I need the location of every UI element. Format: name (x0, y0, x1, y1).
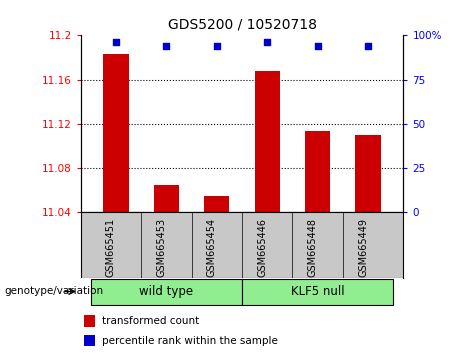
Point (364, 43, 372, 49)
Title: GDS5200 / 10520718: GDS5200 / 10520718 (167, 17, 317, 32)
Bar (242, 279, 393, 305)
Text: transformed count: transformed count (101, 316, 199, 326)
Text: GSM665446: GSM665446 (257, 218, 267, 276)
Text: wild type: wild type (139, 285, 194, 298)
Text: GSM665448: GSM665448 (307, 218, 318, 276)
Point (314, 43, 321, 49)
Text: GSM665454: GSM665454 (207, 218, 217, 277)
Point (213, 43, 220, 49)
Bar (305, 131, 330, 212)
Bar (84, 315, 95, 327)
Text: GSM665449: GSM665449 (358, 218, 368, 276)
Bar (154, 185, 179, 212)
Point (112, 40, 120, 45)
Bar (355, 135, 381, 212)
Bar (91, 279, 242, 305)
Text: percentile rank within the sample: percentile rank within the sample (101, 336, 278, 346)
Text: genotype/variation: genotype/variation (5, 286, 104, 297)
Bar (103, 54, 129, 212)
Bar (254, 71, 280, 212)
Point (264, 40, 271, 45)
Text: GSM665451: GSM665451 (106, 218, 116, 277)
Point (163, 43, 170, 49)
Text: KLF5 null: KLF5 null (291, 285, 344, 298)
Bar (84, 335, 95, 346)
Text: GSM665453: GSM665453 (156, 218, 166, 277)
Bar (204, 196, 230, 212)
